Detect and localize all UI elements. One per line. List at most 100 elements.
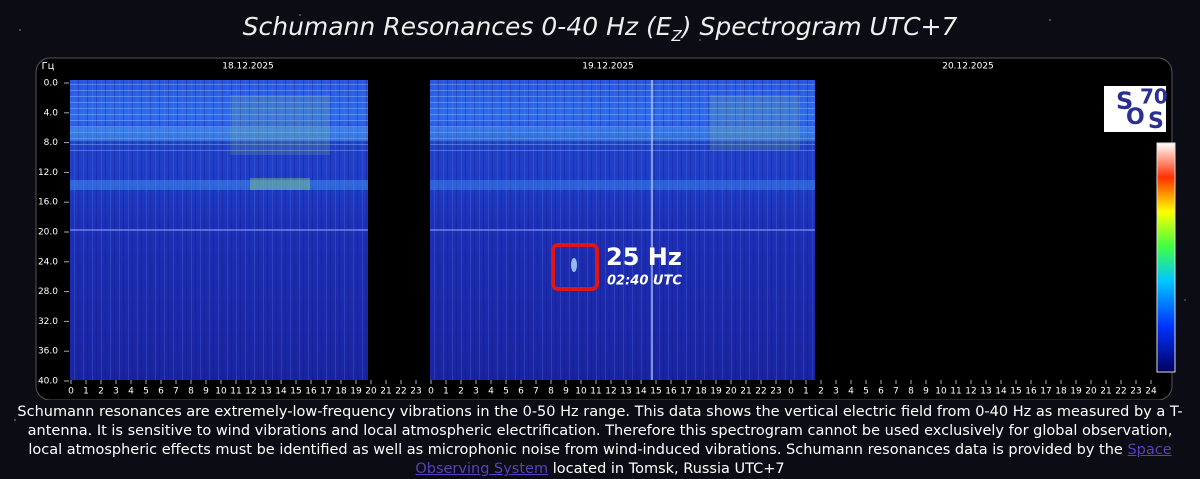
x-tick-label: 22	[1115, 387, 1126, 397]
x-tick-label: 8	[908, 387, 914, 397]
harmonics	[430, 82, 815, 152]
x-tick-label: 16	[665, 387, 677, 397]
x-tick-label: 3	[473, 387, 479, 397]
x-tick-label: 19	[1070, 387, 1082, 397]
x-tick-label: 9	[563, 387, 569, 397]
title-text: ) Spectrogram UTC+7	[681, 12, 958, 41]
x-tick-label: 8	[188, 387, 194, 397]
x-tick-label: 0	[428, 387, 434, 397]
source-link[interactable]: Space Observing System	[415, 442, 1172, 477]
x-tick-label: 11	[230, 387, 241, 397]
x-tick-label: 9	[923, 387, 929, 397]
y-tick-label: 4.0	[44, 108, 59, 118]
description-text: Schumann resonances are extremely-low-fr…	[17, 404, 1183, 458]
x-tick-label: 14	[275, 387, 287, 397]
x-tick-label: 5	[863, 387, 869, 397]
y-tick-label: 36.0	[38, 347, 58, 357]
x-tick-label: 14	[635, 387, 647, 397]
hotspot	[230, 95, 330, 155]
band	[70, 180, 368, 190]
signal	[571, 258, 577, 272]
description: Schumann resonances are extremely-low-fr…	[14, 403, 1186, 479]
x-tick-label: 17	[1040, 387, 1051, 397]
x-tick-label: 22	[395, 387, 406, 397]
title-text: Schumann Resonances 0-40 Hz (E	[242, 12, 672, 41]
x-tick-label: 2	[458, 387, 464, 397]
x-tick-label: 23	[1130, 387, 1141, 397]
harmonics	[70, 82, 368, 152]
x-tick-label: 1	[443, 387, 449, 397]
x-tick-label: 8	[548, 387, 554, 397]
x-tick-label: 11	[950, 387, 961, 397]
x-tick-label: 6	[158, 387, 164, 397]
spectrogram: 25 Hz 02:40 UTC Гц S 70 O S 0.04.08.012.…	[35, 57, 1176, 400]
description-text: located in Tomsk, Russia UTC+7	[548, 461, 785, 477]
x-tick-label: 3	[833, 387, 839, 397]
y-tick-label: 40.0	[38, 377, 58, 387]
y-unit: Гц	[42, 61, 55, 72]
spike	[651, 80, 653, 380]
x-tick-label: 22	[755, 387, 766, 397]
x-tick-label: 0	[68, 387, 74, 397]
annotation-frequency: 25 Hz	[606, 243, 682, 271]
x-tick-label: 5	[143, 387, 149, 397]
page-title: Schumann Resonances 0-40 Hz (EZ) Spectro…	[0, 12, 1200, 45]
x-tick-label: 2	[818, 387, 824, 397]
logo-letter: S	[1116, 87, 1133, 115]
x-tick-label: 16	[305, 387, 317, 397]
x-tick-label: 16	[1025, 387, 1037, 397]
y-tick-label: 32.0	[38, 317, 58, 327]
x-tick-label: 24	[1145, 387, 1157, 397]
hotspot	[250, 178, 310, 190]
x-tick-label: 2	[98, 387, 104, 397]
x-tick-label: 7	[893, 387, 899, 397]
date-label: 18.12.2025	[222, 62, 274, 72]
band	[430, 127, 815, 141]
line-20hz	[430, 229, 815, 231]
date-label: 19.12.2025	[582, 62, 634, 72]
x-tick-label: 11	[590, 387, 601, 397]
x-tick-label: 13	[980, 387, 991, 397]
x-tick-label: 4	[488, 387, 494, 397]
x-tick-label: 5	[503, 387, 509, 397]
y-tick-label: 20.0	[38, 228, 58, 238]
x-tick-label: 13	[260, 387, 271, 397]
x-tick-label: 21	[740, 387, 751, 397]
x-tick-label: 19	[710, 387, 722, 397]
x-tick-label: 13	[620, 387, 631, 397]
x-tick-label: 17	[320, 387, 331, 397]
y-tick-label: 28.0	[38, 287, 58, 297]
x-tick-label: 6	[518, 387, 524, 397]
x-tick-label: 1	[83, 387, 89, 397]
title-subscript: Z	[671, 27, 682, 45]
x-tick-label: 18	[1055, 387, 1067, 397]
logo-letter: O	[1126, 105, 1145, 130]
x-tick-label: 10	[215, 387, 227, 397]
logo-bg	[1104, 86, 1166, 132]
x-tick-label: 1	[803, 387, 809, 397]
x-tick-label: 0	[788, 387, 794, 397]
x-tick-label: 15	[1010, 387, 1021, 397]
x-tick-label: 14	[995, 387, 1007, 397]
x-tick-label: 23	[770, 387, 781, 397]
date-label: 20.12.2025	[942, 62, 994, 72]
logo-letter: 70	[1140, 85, 1168, 109]
x-tick-label: 3	[113, 387, 119, 397]
hotspot	[710, 95, 800, 150]
x-tick-label: 17	[680, 387, 691, 397]
x-tick-label: 20	[365, 387, 377, 397]
band	[70, 127, 368, 141]
x-tick-label: 7	[533, 387, 539, 397]
y-tick-label: 8.0	[44, 138, 59, 148]
y-tick-label: 0.0	[44, 79, 59, 89]
x-tick-label: 4	[848, 387, 854, 397]
x-tick-label: 20	[725, 387, 737, 397]
y-tick-label: 12.0	[38, 168, 58, 178]
annotation-time: 02:40 UTC	[607, 274, 682, 289]
x-tick-label: 19	[350, 387, 362, 397]
logo-letter: S	[1148, 109, 1164, 134]
y-tick-label: 24.0	[38, 257, 58, 267]
band	[430, 180, 815, 190]
highlight-box	[551, 243, 599, 291]
x-tick-label: 9	[203, 387, 209, 397]
